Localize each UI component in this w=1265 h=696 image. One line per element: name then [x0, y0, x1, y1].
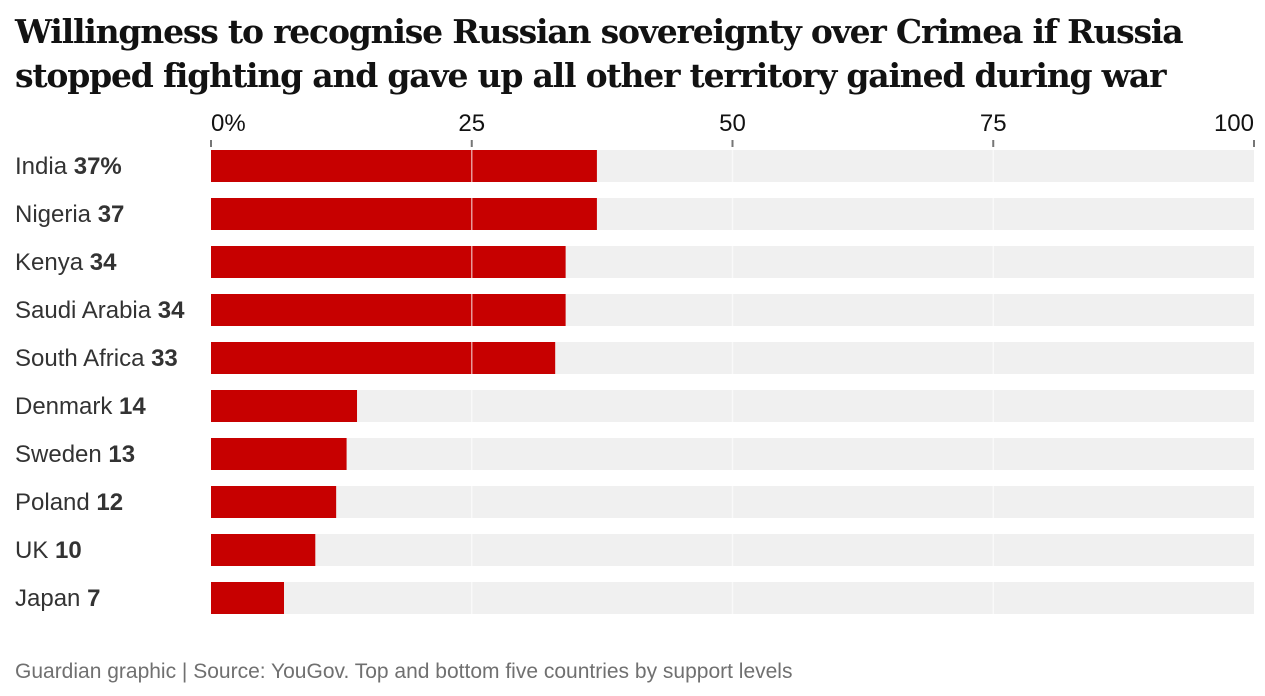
bar-saudi-arabia — [211, 294, 566, 326]
tick-label: 0% — [211, 110, 246, 137]
category-label: India — [15, 153, 74, 180]
category-label: Kenya — [15, 249, 90, 276]
value-label: 37 — [98, 201, 125, 228]
value-label: 34 — [90, 249, 117, 276]
source-footer: Guardian graphic | Source: YouGov. Top a… — [15, 660, 793, 683]
category-label: Sweden — [15, 441, 108, 468]
category-label: Nigeria — [15, 201, 98, 228]
category-label: South Africa — [15, 345, 151, 372]
bar-nigeria — [211, 198, 597, 230]
category-label: Denmark — [15, 393, 119, 420]
bar-uk — [211, 534, 316, 566]
value-label: 37% — [74, 153, 122, 180]
value-label: 34 — [158, 297, 185, 324]
category-label: Poland — [15, 489, 96, 516]
row-label: UK 10 — [15, 537, 82, 564]
bar-sweden — [211, 438, 347, 470]
row-label: Saudi Arabia 34 — [15, 297, 185, 324]
value-label: 12 — [96, 489, 123, 516]
value-label: 13 — [108, 441, 135, 468]
category-label: Saudi Arabia — [15, 297, 158, 324]
row-label: Kenya 34 — [15, 249, 117, 276]
tick-label: 25 — [458, 110, 485, 137]
bar-kenya — [211, 246, 566, 278]
category-label: Japan — [15, 585, 87, 612]
bar-poland — [211, 486, 337, 518]
x-axis: 0% 25 50 75 100 — [210, 110, 1255, 147]
tick-label: 75 — [980, 110, 1007, 137]
chart-title: Willingness to recognise Russian soverei… — [15, 12, 1184, 95]
grid-layer — [471, 150, 994, 614]
row-label: Denmark 14 — [15, 393, 146, 420]
row-label: Poland 12 — [15, 489, 123, 516]
value-label: 14 — [119, 393, 146, 420]
bar-india — [211, 150, 597, 182]
row-label: India 37% — [15, 153, 122, 180]
value-label: 33 — [151, 345, 178, 372]
row-label: Japan 7 — [15, 585, 100, 612]
value-label: 7 — [87, 585, 100, 612]
bar-japan — [211, 582, 285, 614]
row-label: Sweden 13 — [15, 441, 135, 468]
row-label: Nigeria 37 — [15, 201, 124, 228]
bar-south-africa — [211, 342, 556, 374]
row-label: South Africa 33 — [15, 345, 178, 372]
bars-layer — [211, 150, 597, 614]
category-label: UK — [15, 537, 55, 564]
value-label: 10 — [55, 537, 82, 564]
tick-label: 50 — [719, 110, 746, 137]
bar-denmark — [211, 390, 358, 422]
tick-label: 100 — [1214, 110, 1254, 137]
